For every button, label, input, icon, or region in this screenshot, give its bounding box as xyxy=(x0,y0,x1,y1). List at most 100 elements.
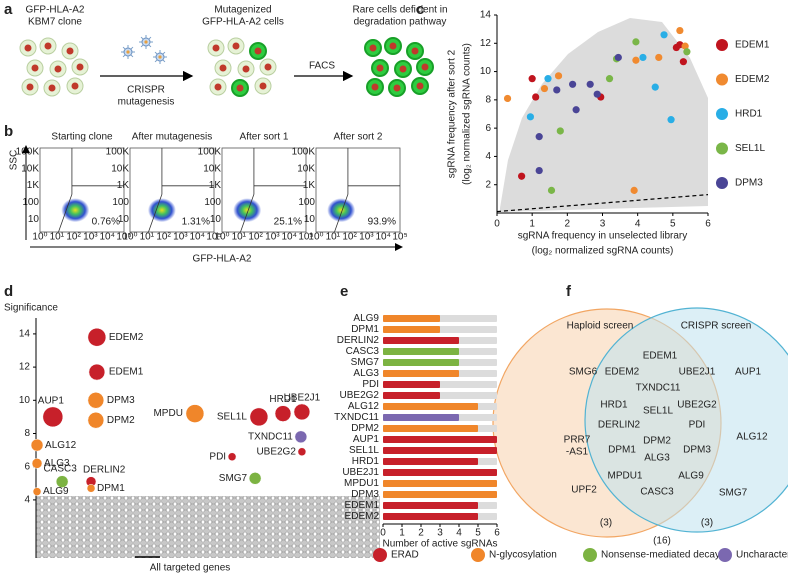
cell-nucleus xyxy=(264,63,272,71)
gene-label: DPM3 xyxy=(107,395,135,406)
y-tick-label: HRD1 xyxy=(352,456,380,467)
panel-label: d xyxy=(4,283,13,300)
point xyxy=(544,75,552,83)
point xyxy=(503,94,512,103)
y-tick-label: 100K xyxy=(198,147,222,158)
legend-marker xyxy=(716,177,728,189)
y-tick-label: 10K xyxy=(21,163,39,174)
gate xyxy=(334,148,349,233)
gene-label: SEL1L xyxy=(217,412,247,423)
gene-bubble xyxy=(87,327,107,347)
y-tick-label: 10 xyxy=(19,395,31,406)
y-tick-label: ALG3 xyxy=(353,368,379,379)
bar xyxy=(383,326,440,333)
plot-title: After sort 1 xyxy=(240,132,289,143)
y-tick-label: 10 xyxy=(304,214,316,225)
venn-gene: EDEM2 xyxy=(605,367,640,378)
legend-marker xyxy=(716,142,728,155)
virus-core xyxy=(158,55,162,59)
cell-nucleus xyxy=(219,64,227,72)
point xyxy=(586,80,594,88)
bar xyxy=(383,447,497,454)
x-tick-label: 4 xyxy=(456,528,462,539)
y-axis-label: Significance xyxy=(4,303,58,314)
y-tick-label: 10 xyxy=(210,214,222,225)
x-tick-label: 10⁵ xyxy=(298,232,313,243)
y-tick-label: 10 xyxy=(28,214,40,225)
y-tick-label: 1K xyxy=(209,180,222,191)
y-tick-label: DPM1 xyxy=(351,324,379,335)
plot-title: After mutagenesis xyxy=(132,132,213,143)
plot-title: Starting clone xyxy=(51,132,113,143)
venn-title: Haploid screen xyxy=(567,321,634,332)
x-tick-label: 10¹ xyxy=(140,232,155,243)
gene-label: DPM1 xyxy=(97,483,125,494)
y-tick-label: 2 xyxy=(485,179,491,190)
cell-nucleus xyxy=(411,47,419,55)
cell-nucleus xyxy=(399,65,407,73)
x-tick-label: 3 xyxy=(600,219,606,230)
y-tick-label: 100K xyxy=(106,147,130,158)
point xyxy=(547,186,556,194)
x-tick-label: 2 xyxy=(418,528,424,539)
y-tick-label: 4 xyxy=(485,151,491,162)
x-tick-label: 10³ xyxy=(359,232,374,243)
legend-label: Uncharacterized xyxy=(736,550,788,561)
axis-label: SSC xyxy=(9,150,20,171)
step-label: mutagenesis xyxy=(118,97,175,108)
venn-gene: -AS1 xyxy=(566,447,589,458)
step-label: Mutagenized xyxy=(214,5,271,16)
cell-nucleus xyxy=(421,63,429,71)
gene-label: TXNDC11 xyxy=(248,431,293,442)
threshold-line xyxy=(496,194,709,213)
cell-nucleus xyxy=(66,47,74,55)
point xyxy=(683,48,691,56)
x-tick-label: 5 xyxy=(670,219,676,230)
y-tick-label: 1K xyxy=(27,180,40,191)
point xyxy=(528,75,536,83)
cell-nucleus xyxy=(236,84,244,92)
gene-bubble xyxy=(227,452,237,461)
gene-bubble xyxy=(293,403,311,421)
step-label: GFP-HLA-A2 xyxy=(26,5,85,16)
panel-label: c xyxy=(416,1,424,18)
flow-cells xyxy=(147,198,176,223)
legend-label: N-glycosylation xyxy=(489,550,557,561)
y-tick-label: 10K xyxy=(111,163,129,174)
bar xyxy=(383,359,459,366)
legend-label: EDEM2 xyxy=(735,74,770,85)
cell-nucleus xyxy=(48,84,56,92)
venn-gene: DERLIN2 xyxy=(598,420,641,431)
plot-title: After sort 2 xyxy=(334,132,383,143)
x-tick-label: 10² xyxy=(66,232,81,243)
point xyxy=(593,90,601,98)
venn-title: CRISPR screen xyxy=(681,321,752,332)
venn-gene: SEL1L xyxy=(643,406,673,417)
legend-label: EDEM1 xyxy=(735,40,770,51)
y-tick-label: 100 xyxy=(22,197,39,208)
venn-gene: ALG12 xyxy=(736,432,768,443)
x-axis-label: sgRNA frequency in unselected library xyxy=(518,231,688,242)
venn-gene: UBE2G2 xyxy=(677,400,717,411)
cell-nucleus xyxy=(416,82,424,90)
gene-label: MPDU xyxy=(153,408,182,419)
gene-bubble xyxy=(55,475,69,488)
gate-percent: 0.76% xyxy=(92,217,120,228)
virus-core xyxy=(144,40,148,44)
gene-bubble xyxy=(30,438,44,452)
gene-bubble xyxy=(32,487,42,496)
venn-gene: PDI xyxy=(689,420,706,431)
y-tick-label: 10K xyxy=(203,163,221,174)
x-tick-label: 0 xyxy=(494,219,500,230)
y-tick-label: 100 xyxy=(112,197,129,208)
y-tick-label: 12 xyxy=(19,362,31,373)
bar xyxy=(383,491,497,498)
step-label: degradation pathway xyxy=(354,17,447,28)
x-tick-label: 10⁰ xyxy=(122,232,137,243)
flow-plot xyxy=(315,147,401,233)
venn-gene: SMG7 xyxy=(719,488,748,499)
x-tick-label: 10⁵ xyxy=(392,232,407,243)
gate xyxy=(58,148,73,233)
point xyxy=(569,80,577,88)
x-tick-label: 10⁰ xyxy=(214,232,229,243)
